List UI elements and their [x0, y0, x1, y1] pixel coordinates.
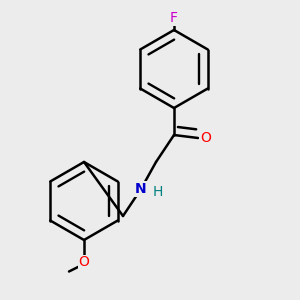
- Text: O: O: [79, 256, 89, 269]
- Text: H: H: [152, 185, 163, 199]
- Text: N: N: [135, 182, 147, 196]
- Text: F: F: [170, 11, 178, 25]
- Text: O: O: [200, 131, 211, 145]
